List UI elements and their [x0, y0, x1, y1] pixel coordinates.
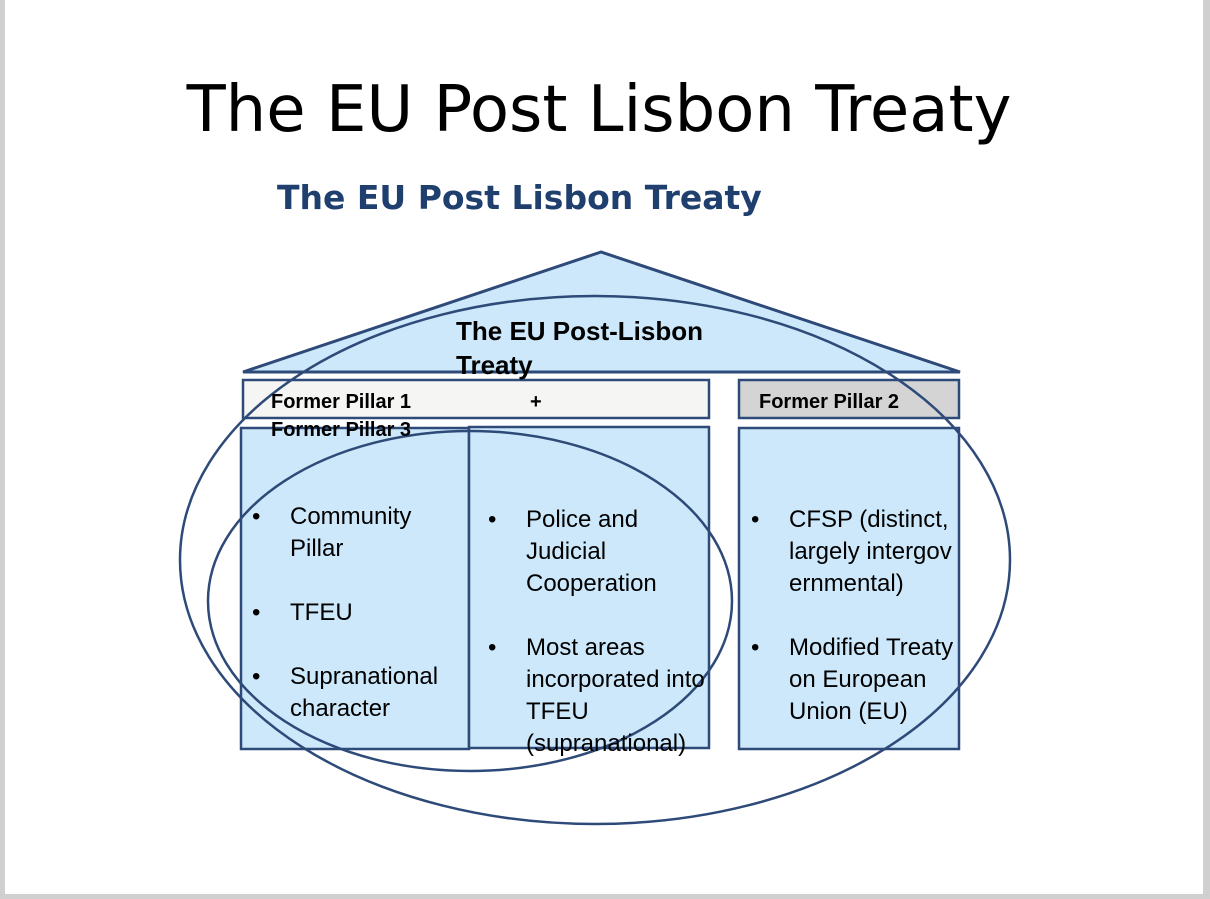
- column-community-pillar: [239, 426, 471, 751]
- list-item-text: TFEU: [290, 599, 353, 626]
- column-cfsp: [737, 426, 961, 751]
- bullet: •: [252, 503, 261, 530]
- column-police-judicial: [467, 425, 711, 750]
- list-item: • Police and Judicial Cooperation: [488, 504, 708, 600]
- list-item-text: Most areas incorporated into TFEU (supra…: [526, 634, 705, 757]
- list-item: • Community Pillar: [252, 501, 462, 565]
- bar-label-pillar-1: Former Pillar 1: [271, 391, 412, 413]
- bullet: •: [252, 663, 261, 690]
- roof-label: The EU Post-Lisbon Treaty: [456, 316, 703, 380]
- bullet: •: [252, 599, 261, 626]
- list-item-text: Supranational character: [290, 663, 439, 722]
- list-item: • CFSP (distinct, largely intergovernment…: [751, 504, 956, 600]
- column-3-list: • CFSP (distinct, largely intergovernment…: [751, 504, 956, 760]
- list-item: • Supranational character: [252, 661, 462, 725]
- list-item-text: Community Pillar: [290, 503, 412, 562]
- column-2-list: • Police and Judicial Cooperation • Most a…: [488, 504, 708, 792]
- bullet: •: [751, 634, 760, 661]
- bullet: •: [488, 634, 497, 661]
- bar-label-pillar-3: Former Pillar 3: [271, 419, 412, 441]
- former-pillar-1-3-bar: [241, 378, 711, 420]
- bar-label-pillar-2: Former Pillar 2: [759, 391, 900, 413]
- diagram-heading: The EU Post Lisbon Treaty: [277, 178, 762, 217]
- outer-ellipse: [178, 294, 1012, 826]
- roof: [242, 250, 961, 374]
- bullet: •: [488, 506, 497, 533]
- list-item-text: CFSP (distinct, largely intergovernmenta…: [789, 506, 952, 597]
- inner-ellipse: [206, 429, 734, 773]
- list-item: • TFEU: [252, 597, 462, 629]
- list-item: • Most areas incorporated into TFEU (supr…: [488, 632, 708, 760]
- slide-title: The EU Post Lisbon Treaty: [186, 73, 1012, 147]
- bullet: •: [751, 506, 760, 533]
- column-1-list: • Community Pillar • TFEU • Supranational c…: [252, 501, 462, 757]
- list-item: • Modified Treaty on European Union (EU): [751, 632, 956, 728]
- bar-label-plus: +: [530, 391, 542, 413]
- list-item-text: Police and Judicial Cooperation: [526, 506, 657, 597]
- list-item-text: Modified Treaty on European Union (EU): [789, 634, 954, 725]
